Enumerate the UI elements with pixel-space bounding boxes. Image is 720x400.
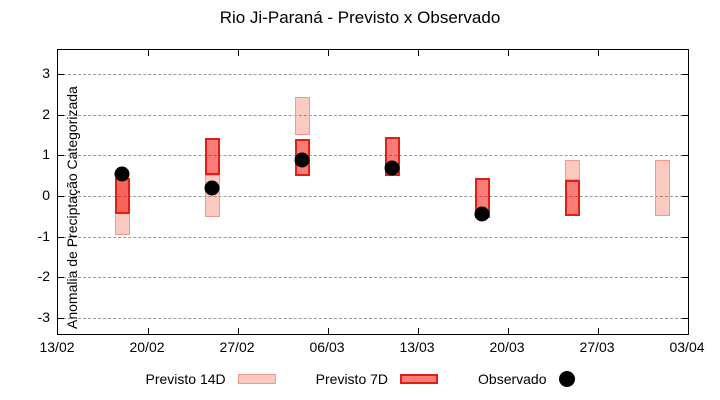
- x-tick-mark-bottom: [238, 328, 239, 334]
- plot-area: Anomalia de Preciptação Categorizada: [57, 49, 689, 335]
- y-tick-mark-left: [58, 74, 64, 76]
- x-tick-mark-top: [238, 50, 239, 56]
- gridline: [58, 196, 688, 198]
- x-tick-mark-bottom: [148, 328, 149, 334]
- x-tick-mark-top: [598, 50, 599, 56]
- x-tick-mark-top: [418, 50, 419, 56]
- y-tick-mark-left: [58, 196, 64, 198]
- legend-label-observed: Observado: [478, 371, 547, 387]
- forecast-7d-bar: [204, 138, 220, 175]
- y-tick-mark-left: [58, 114, 64, 116]
- y-tick-mark-right: [682, 196, 688, 198]
- forecast-14d-bar: [294, 97, 310, 136]
- x-tick-mark-bottom: [328, 328, 329, 334]
- gridline: [58, 277, 688, 279]
- y-tick-mark-right: [682, 236, 688, 238]
- y-axis-title: Anomalia de Preciptação Categorizada: [64, 86, 80, 329]
- forecast-7d-bar: [564, 180, 580, 217]
- x-tick-label: 06/03: [309, 339, 345, 355]
- y-tick-mark-right: [682, 155, 688, 157]
- x-tick-label: 13/03: [399, 339, 435, 355]
- legend-item-observed: Observado: [478, 371, 575, 387]
- forecast14-swatch-icon: [237, 374, 276, 384]
- legend-label-forecast7: Previsto 7D: [315, 371, 389, 387]
- y-tick-label: -1: [37, 227, 50, 244]
- observed-point: [384, 160, 400, 176]
- legend-label-forecast14: Previsto 14D: [145, 371, 226, 387]
- forecast-14d-bar: [564, 159, 580, 181]
- x-tick-label: 20/02: [129, 339, 165, 355]
- chart-legend: Previsto 14D Previsto 7D Observado: [0, 371, 720, 387]
- observed-point: [114, 166, 130, 182]
- x-tick-mark-top: [328, 50, 329, 56]
- x-tick-label: 13/02: [39, 339, 75, 355]
- gridline: [58, 236, 688, 238]
- observed-point: [474, 206, 490, 222]
- y-tick-mark-left: [58, 317, 64, 319]
- x-tick-mark-top: [508, 50, 509, 56]
- x-tick-mark-bottom: [598, 328, 599, 334]
- x-tick-label: 03/04: [669, 339, 705, 355]
- legend-item-forecast7: Previsto 7D: [315, 371, 439, 387]
- chart-title: Rio Ji-Paraná - Previsto x Observado: [219, 8, 501, 27]
- y-tick-label: 1: [42, 146, 50, 163]
- x-tick-mark-bottom: [508, 328, 509, 334]
- y-tick-mark-left: [58, 236, 64, 238]
- gridline: [58, 74, 688, 76]
- y-tick-mark-right: [682, 317, 688, 319]
- observed-point: [294, 152, 310, 168]
- y-tick-mark-right: [682, 277, 688, 279]
- legend-item-forecast14: Previsto 14D: [146, 371, 276, 387]
- forecast-14d-bar: [654, 159, 670, 217]
- y-tick-label: 2: [42, 105, 50, 122]
- y-tick-mark-left: [58, 155, 64, 157]
- y-tick-label: -3: [37, 308, 50, 325]
- observed-dot-icon: [558, 371, 575, 387]
- x-tick-label: 20/03: [489, 339, 525, 355]
- x-tick-mark-top: [148, 50, 149, 56]
- gridline: [58, 317, 688, 319]
- y-tick-label: -2: [37, 268, 50, 285]
- forecast7-swatch-icon: [400, 374, 439, 384]
- y-tick-label: 3: [42, 65, 50, 82]
- observed-point: [204, 180, 220, 196]
- y-tick-mark-right: [682, 114, 688, 116]
- y-tick-mark-left: [58, 277, 64, 279]
- y-tick-mark-right: [682, 74, 688, 76]
- gridline: [58, 114, 688, 116]
- y-tick-label: 0: [42, 187, 50, 204]
- gridline: [58, 155, 688, 157]
- forecast-7d-bar: [114, 177, 130, 215]
- x-tick-label: 27/03: [579, 339, 615, 355]
- x-tick-label: 27/02: [219, 339, 255, 355]
- x-tick-mark-bottom: [418, 328, 419, 334]
